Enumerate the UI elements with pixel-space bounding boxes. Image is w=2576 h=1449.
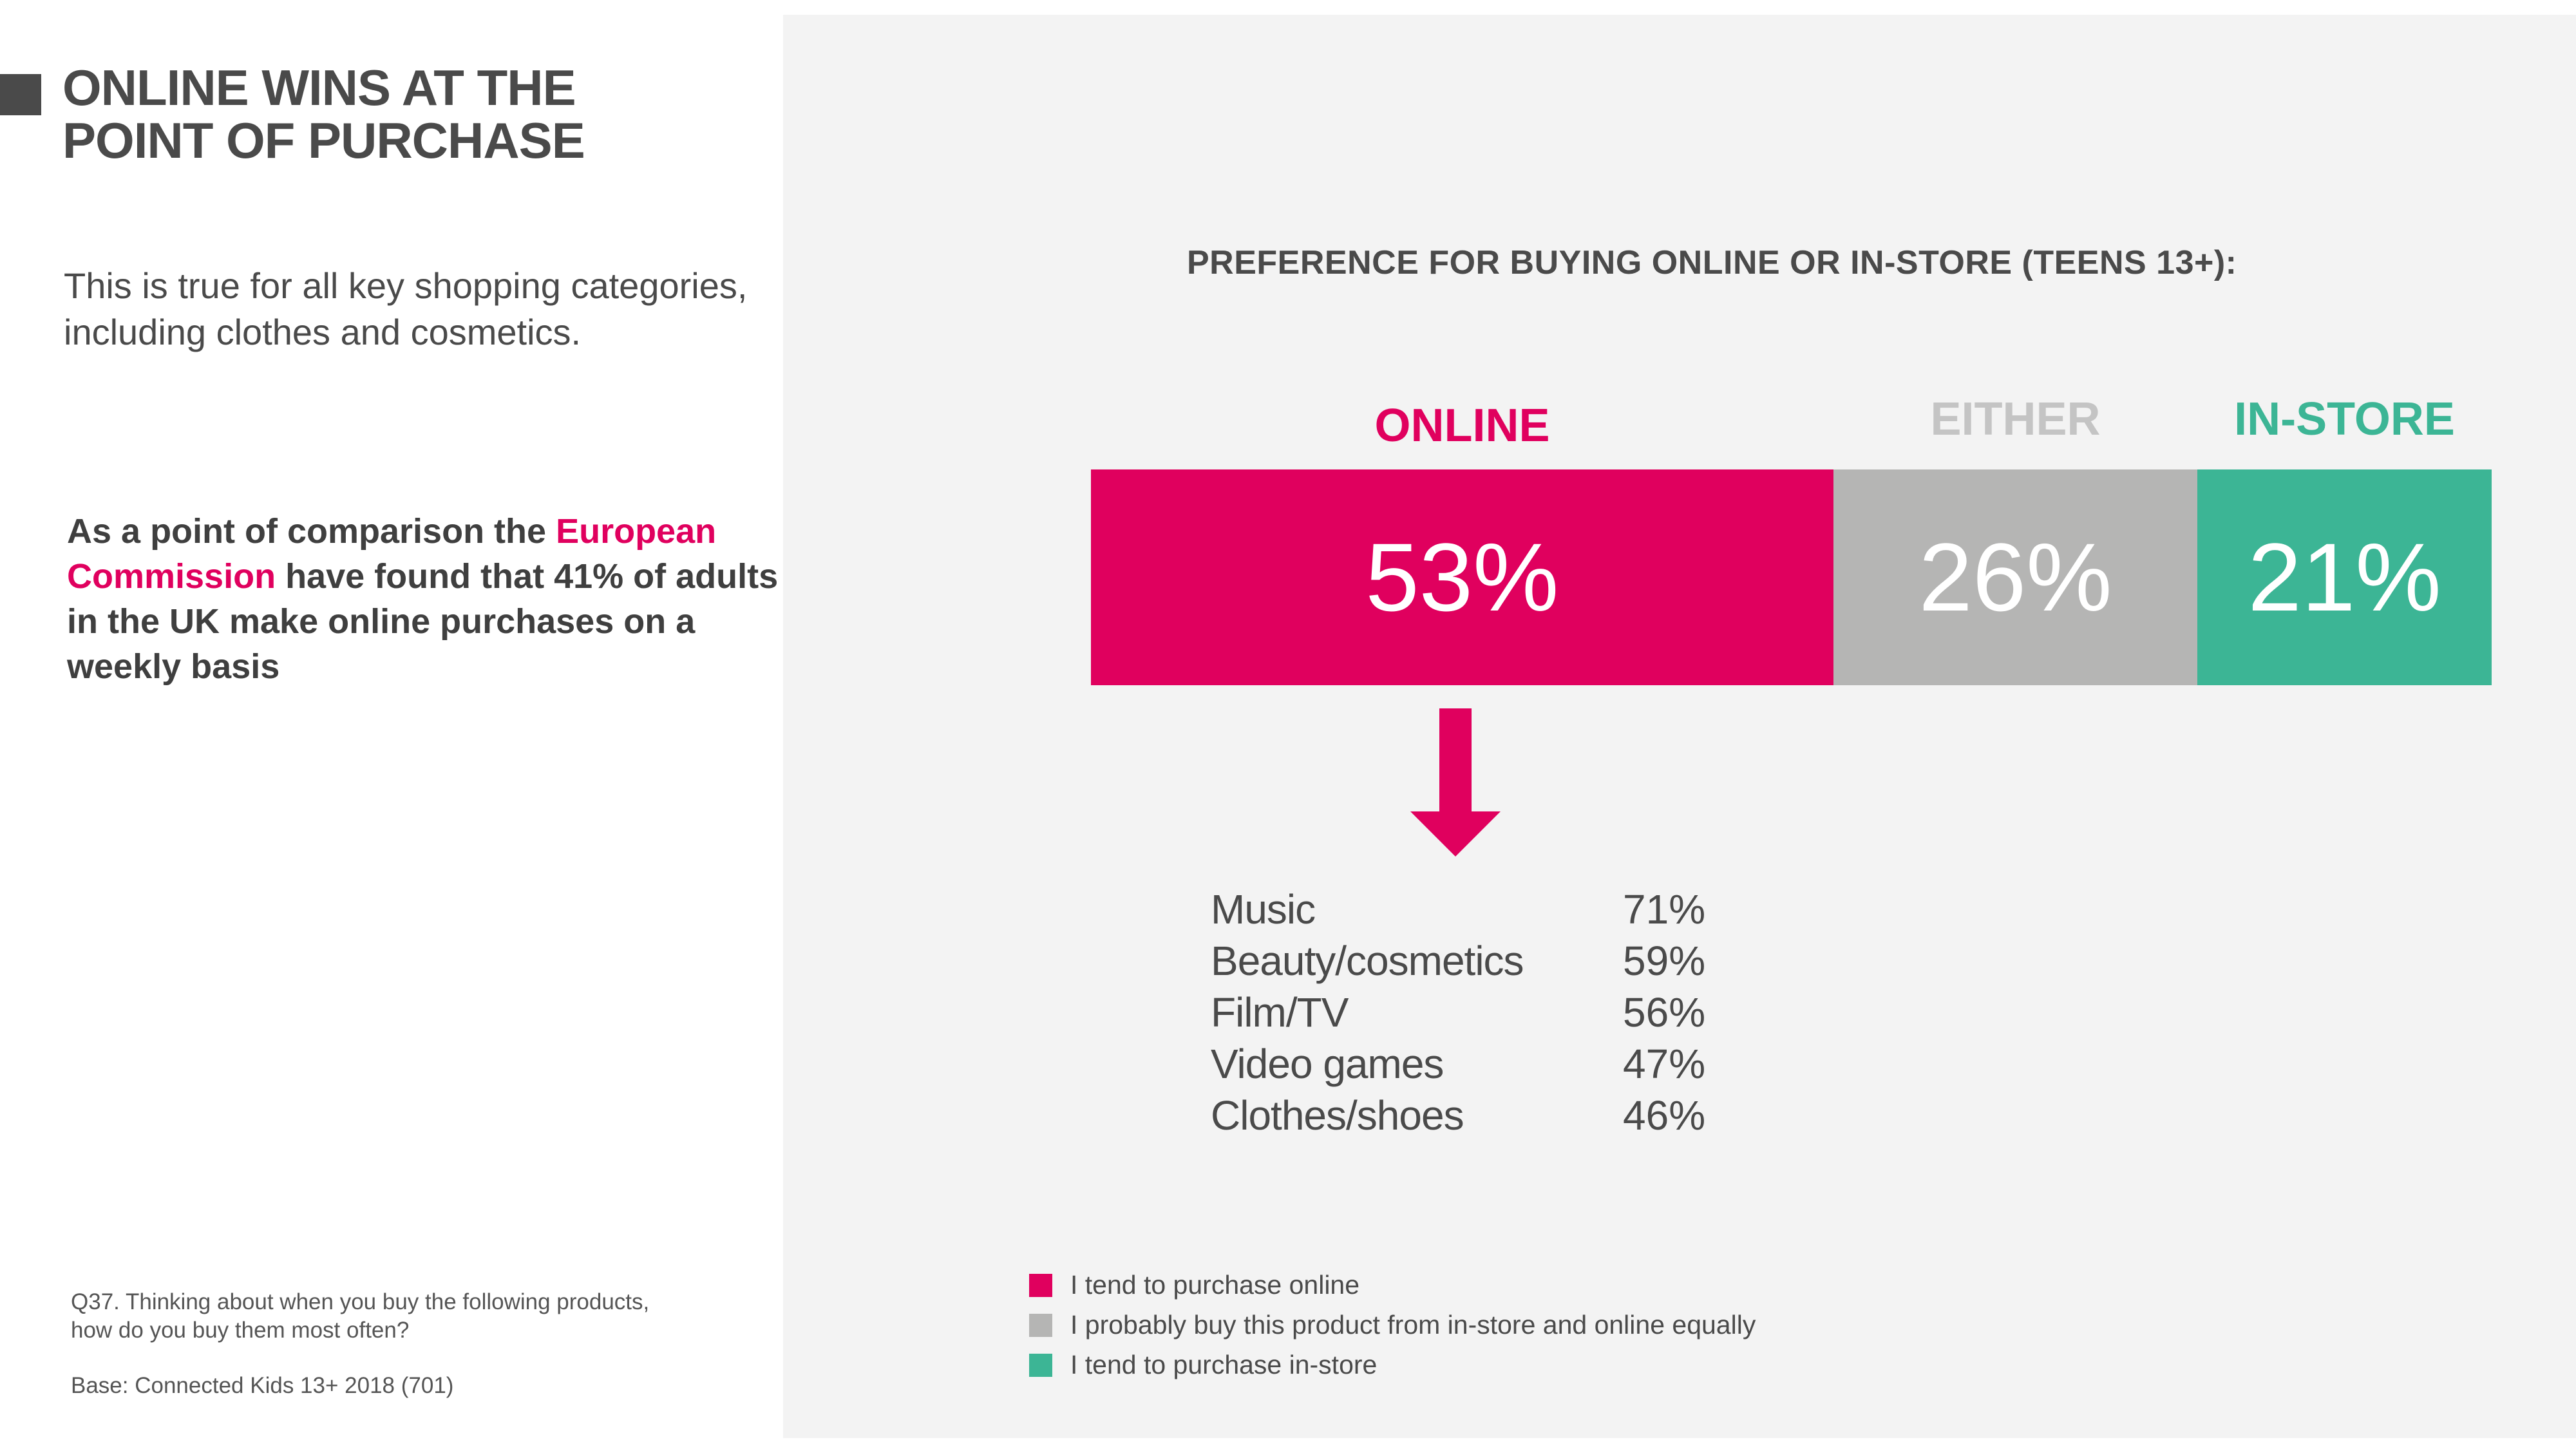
bar-value-instore: 21% bbox=[2248, 523, 2441, 631]
category-value: 71% bbox=[1623, 886, 1706, 933]
category-label: Beauty/cosmetics bbox=[1211, 938, 1524, 984]
category-label: Film/TV bbox=[1211, 989, 1349, 1036]
legend-swatch-instore bbox=[1029, 1354, 1052, 1377]
bar-value-either: 26% bbox=[1918, 523, 2112, 631]
category-label: Clothes/shoes bbox=[1211, 1092, 1464, 1139]
base-note: Base: Connected Kids 13+ 2018 (701) bbox=[71, 1373, 454, 1398]
legend-label: I tend to purchase in-store bbox=[1070, 1350, 1378, 1379]
question-footnote: Q37. Thinking about when you buy the fol… bbox=[71, 1289, 650, 1343]
legend-label: I tend to purchase online bbox=[1070, 1270, 1360, 1300]
page-title: ONLINE WINS AT THE POINT OF PURCHASE bbox=[62, 59, 585, 169]
chart-title: PREFERENCE FOR BUYING ONLINE OR IN-STORE… bbox=[1187, 244, 2237, 281]
bar-segment-either: 26% bbox=[1833, 469, 2198, 685]
bar-segment-instore: 21% bbox=[2197, 469, 2492, 685]
category-value: 47% bbox=[1623, 1041, 1706, 1087]
legend-label: I probably buy this product from in-stor… bbox=[1070, 1310, 1756, 1340]
bar-segment-online: 53% bbox=[1091, 469, 1833, 685]
bar-value-online: 53% bbox=[1365, 523, 1559, 631]
comparison-text: As a point of comparison the European Co… bbox=[67, 509, 782, 689]
category-value: 46% bbox=[1623, 1092, 1706, 1139]
segment-label-online: ONLINE bbox=[1374, 400, 1550, 451]
legend-swatch-online bbox=[1029, 1274, 1052, 1297]
legend-swatch-either bbox=[1029, 1314, 1052, 1337]
comparison-text-pre: As a point of comparison the bbox=[67, 512, 556, 551]
category-label: Music bbox=[1211, 886, 1316, 933]
down-arrow-icon bbox=[1410, 708, 1501, 857]
category-value: 59% bbox=[1623, 938, 1706, 984]
chart-panel bbox=[783, 15, 2576, 1438]
comparison-highlight: European Commission bbox=[67, 512, 717, 596]
category-label: Video games bbox=[1211, 1041, 1444, 1087]
title-marker bbox=[0, 74, 41, 115]
segment-label-instore: IN-STORE bbox=[2234, 393, 2455, 445]
segment-label-either: EITHER bbox=[1930, 393, 2101, 445]
stacked-bar: 53% 26% 21% bbox=[1091, 469, 2492, 685]
comparison-text-post: have found that 41% of adults in the UK … bbox=[67, 557, 779, 686]
page-subtitle: This is true for all key shopping catego… bbox=[64, 265, 748, 352]
category-value: 56% bbox=[1623, 989, 1706, 1036]
left-panel bbox=[0, 0, 783, 1449]
